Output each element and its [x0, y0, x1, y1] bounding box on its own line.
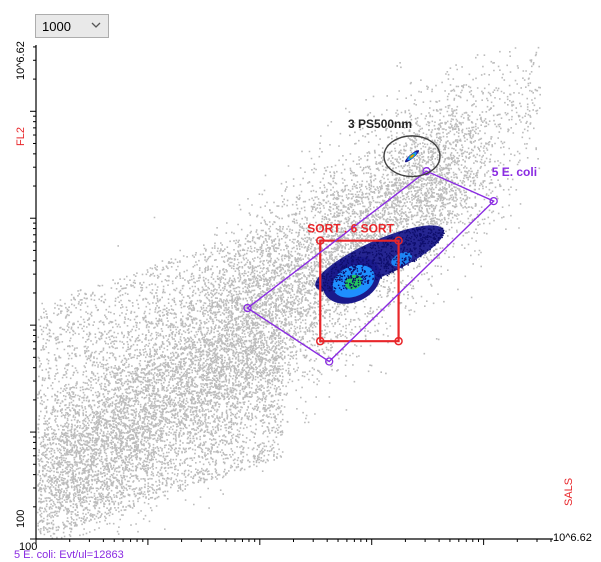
- x-min-tick-label: 100: [19, 541, 37, 553]
- gate-ecoli-handle[interactable]: [325, 357, 334, 366]
- labels-layer: 10^6.62 100 100 10^6.62 FL2 SALS SORT . 6 SORT…: [15, 41, 592, 553]
- gate-ecoli[interactable]: [246, 170, 495, 363]
- gate-sort-handle[interactable]: [315, 236, 325, 245]
- gate-ecoli-handle[interactable]: [243, 303, 252, 313]
- bead-density-3: [410, 154, 414, 158]
- x-max-tick-label: 10^6.62: [553, 532, 592, 544]
- gate-statistic: 5 E. coli: Evt/ul=12863: [14, 549, 124, 561]
- gate-sort[interactable]: [319, 239, 400, 343]
- density-secondary: [391, 252, 412, 267]
- gate-ecoli-handle[interactable]: [489, 196, 498, 206]
- events-layer: [37, 46, 541, 540]
- gate-sort-handle[interactable]: [394, 336, 403, 346]
- background-events: [37, 46, 541, 540]
- gate-ps500nm-label: 3 PS500nm: [348, 117, 412, 131]
- gate-ecoli-label: 5 E. coli: [492, 165, 537, 179]
- event-count-value: 1000: [42, 18, 71, 34]
- y-max-tick-label: 10^6.62: [15, 41, 27, 80]
- y-axis-title: FL2: [15, 127, 27, 146]
- gate-ps500nm[interactable]: [383, 135, 441, 178]
- gate-sort-handle[interactable]: [315, 336, 325, 346]
- density-speckle: [316, 225, 445, 292]
- gate-sort-label: SORT . 6 SORT: [307, 222, 394, 236]
- chevron-down-icon: [91, 22, 101, 28]
- event-count-dropdown[interactable]: 1000: [35, 14, 109, 38]
- axes-layer: [30, 45, 553, 545]
- gates-layer: [243, 135, 498, 366]
- x-axis-title: SALS: [563, 478, 575, 506]
- y-min-tick-label: 100: [15, 510, 27, 528]
- gate-sort-handle[interactable]: [394, 236, 403, 245]
- density-layer: [315, 150, 445, 304]
